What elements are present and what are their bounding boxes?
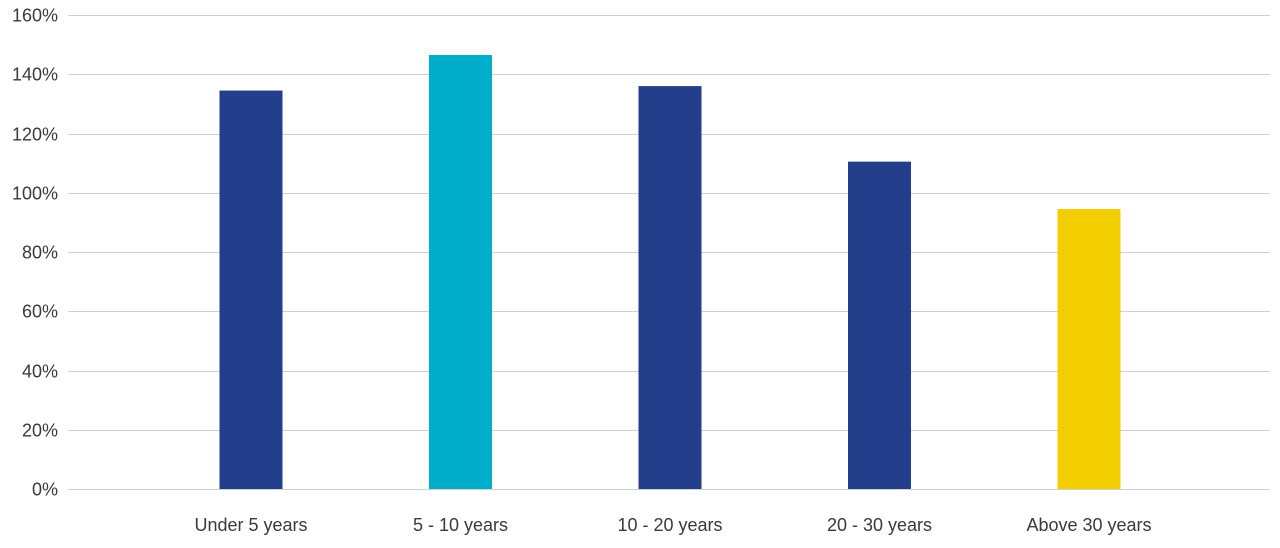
y-tick-label: 140% bbox=[12, 65, 58, 85]
x-axis-ticks: Under 5 years 5 - 10 years 10 - 20 years 20… bbox=[194, 515, 1151, 535]
y-tick-label: 0% bbox=[32, 480, 58, 500]
bars bbox=[219, 54, 1121, 490]
bar bbox=[219, 90, 283, 489]
y-tick-label: 80% bbox=[22, 243, 58, 263]
x-tick-label: 20 - 30 years bbox=[827, 515, 932, 535]
x-tick-label: Under 5 years bbox=[194, 515, 307, 535]
bar bbox=[638, 86, 702, 489]
y-tick-label: 120% bbox=[12, 125, 58, 145]
bar bbox=[1057, 209, 1121, 489]
y-axis-ticks: 0% 20% 40% 60% 80% 100% 120% 140% 160% bbox=[12, 6, 58, 500]
bar bbox=[848, 161, 911, 490]
x-tick-label: 5 - 10 years bbox=[413, 515, 508, 535]
y-tick-label: 100% bbox=[12, 184, 58, 204]
bar bbox=[429, 54, 492, 490]
y-tick-label: 60% bbox=[22, 302, 58, 322]
y-tick-label: 20% bbox=[22, 421, 58, 441]
x-tick-label: Above 30 years bbox=[1026, 515, 1151, 535]
y-tick-label: 160% bbox=[12, 6, 58, 26]
x-tick-label: 10 - 20 years bbox=[617, 515, 722, 535]
y-tick-label: 40% bbox=[22, 362, 58, 382]
